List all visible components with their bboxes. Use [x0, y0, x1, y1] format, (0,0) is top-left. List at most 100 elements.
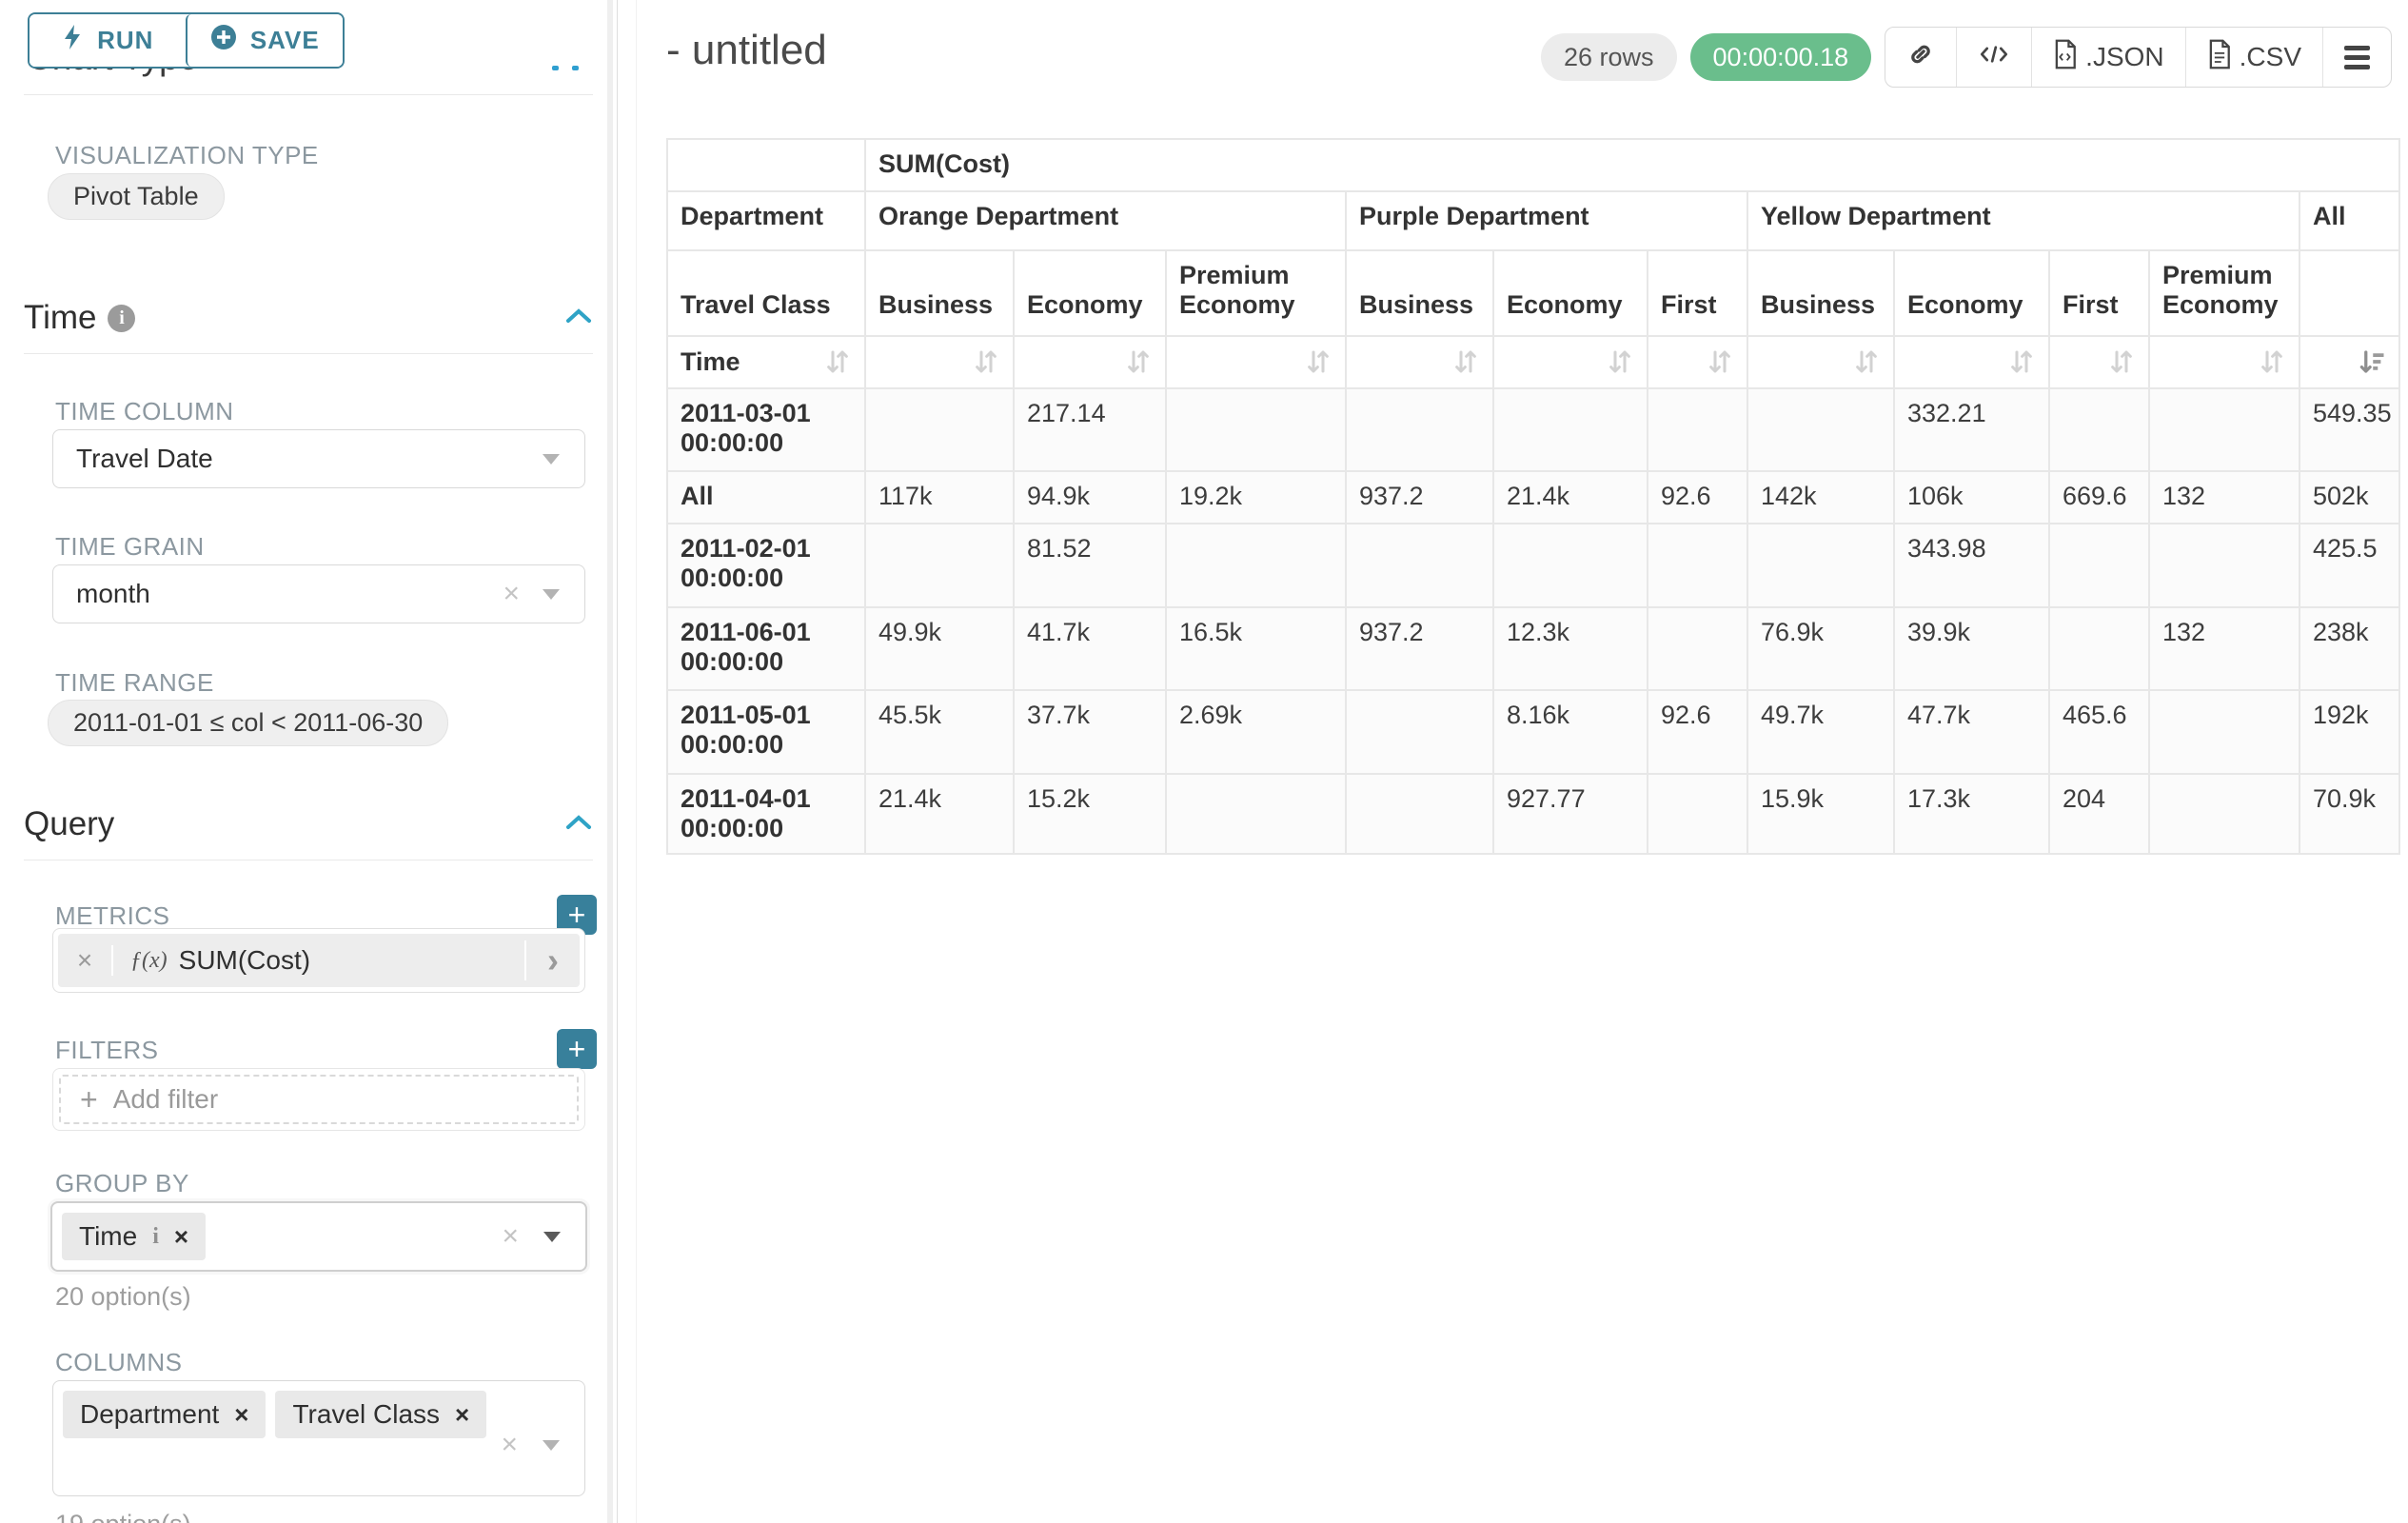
divider	[24, 94, 593, 95]
pivot-cell: 47.7k	[1894, 690, 2049, 774]
sort-icon[interactable]	[823, 347, 852, 376]
columns-label: COLUMNS	[55, 1348, 183, 1377]
time-grain-select[interactable]: month ×	[52, 564, 585, 623]
pivot-cell: 81.52	[1014, 524, 1166, 607]
columns-chip-department[interactable]: Department ×	[63, 1391, 266, 1438]
sort-icon[interactable]	[2258, 347, 2286, 376]
export-json-button[interactable]: .JSON	[2031, 28, 2184, 87]
pivot-sort-header[interactable]	[865, 336, 1014, 388]
pivot-cell	[2149, 774, 2299, 854]
pivot-sort-header[interactable]	[1493, 336, 1648, 388]
pivot-sort-header[interactable]	[1648, 336, 1747, 388]
sort-icon[interactable]	[972, 347, 1000, 376]
pivot-cell: 8.16k	[1493, 690, 1648, 774]
add-filter-plus-button[interactable]: +	[557, 1029, 597, 1069]
metrics-label: METRICS	[55, 901, 170, 931]
pivot-cell: 49.9k	[865, 607, 1014, 690]
sort-desc-active-icon[interactable]	[2358, 347, 2386, 376]
pivot-cell: 465.6	[2049, 690, 2149, 774]
pivot-cell	[1346, 690, 1493, 774]
chevron-up-icon[interactable]	[564, 813, 593, 837]
time-range-pill[interactable]: 2011-01-01 ≤ col < 2011-06-30	[48, 700, 448, 746]
menu-icon	[2344, 46, 2370, 69]
pivot-cell: 45.5k	[865, 690, 1014, 774]
time-column-select[interactable]: Travel Date	[52, 429, 585, 488]
pivot-sort-header[interactable]	[1166, 336, 1346, 388]
copy-link-button[interactable]	[1885, 28, 1956, 87]
run-button[interactable]: RUN	[30, 14, 186, 67]
sort-icon[interactable]	[2107, 347, 2136, 376]
pivot-sort-header[interactable]	[2149, 336, 2299, 388]
metric-chip[interactable]: × ƒ(x) SUM(Cost) ›	[58, 934, 580, 987]
view-query-button[interactable]	[1956, 28, 2031, 87]
query-section-title: Query	[24, 805, 114, 843]
pivot-cell: 21.4k	[865, 774, 1014, 854]
visualization-type-pill[interactable]: Pivot Table	[48, 173, 225, 220]
sort-icon[interactable]	[1304, 347, 1332, 376]
time-column-value: Travel Date	[76, 444, 213, 474]
sort-icon[interactable]	[1852, 347, 1881, 376]
pivot-cell	[1747, 524, 1894, 607]
chip-label: Department	[80, 1399, 219, 1430]
pivot-sort-header[interactable]	[1894, 336, 2049, 388]
pivot-sort-header[interactable]	[1014, 336, 1166, 388]
clear-icon[interactable]: ×	[503, 580, 520, 608]
pivot-cell	[1346, 524, 1493, 607]
pivot-row-label: 2011-03-01 00:00:00	[667, 388, 865, 471]
info-icon: i	[152, 1224, 159, 1250]
plus-icon: +	[80, 1082, 98, 1118]
group-by-chip-time[interactable]: Time i ×	[62, 1213, 206, 1260]
sort-icon[interactable]	[2007, 347, 2036, 376]
pivot-cell	[865, 524, 1014, 607]
pivot-sort-header[interactable]	[1346, 336, 1493, 388]
pivot-cell: 106k	[1894, 471, 2049, 524]
pivot-cell: 117k	[865, 471, 1014, 524]
pivot-column-header: Business	[865, 250, 1014, 336]
remove-chip-icon[interactable]: ×	[234, 1400, 248, 1430]
pivot-cell	[1493, 524, 1648, 607]
pivot-cell	[2049, 388, 2149, 471]
chevron-up-icon[interactable]	[564, 307, 593, 330]
columns-chip-travel-class[interactable]: Travel Class ×	[275, 1391, 486, 1438]
clear-icon[interactable]: ×	[502, 1222, 519, 1251]
pivot-column-group-header: Purple Department	[1346, 191, 1747, 250]
pivot-cell: 238k	[2299, 607, 2399, 690]
pivot-cell: 937.2	[1346, 471, 1493, 524]
pivot-cell: 12.3k	[1493, 607, 1648, 690]
pivot-cell: 49.7k	[1747, 690, 1894, 774]
function-icon: ƒ(x)	[130, 948, 168, 974]
pivot-sort-header[interactable]: Time	[667, 336, 865, 388]
pivot-row-label: 2011-05-01 00:00:00	[667, 690, 865, 774]
bolt-icon	[61, 24, 84, 57]
pivot-sort-header[interactable]	[2299, 336, 2399, 388]
pivot-sort-header[interactable]	[1747, 336, 1894, 388]
sort-icon[interactable]	[1124, 347, 1153, 376]
pivot-cell	[2049, 607, 2149, 690]
sort-icon[interactable]	[1451, 347, 1480, 376]
query-section-header: Query	[24, 805, 593, 843]
pivot-cell	[1346, 774, 1493, 854]
sidebar-scrollbar[interactable]	[607, 0, 613, 1523]
pivot-cell: 92.6	[1648, 690, 1747, 774]
pivot-column-header: Economy	[1894, 250, 2049, 336]
chart-title[interactable]: - untitled	[666, 27, 827, 74]
clear-icon[interactable]: ×	[501, 1431, 518, 1459]
add-filter-label: Add filter	[113, 1084, 219, 1115]
remove-metric-icon[interactable]: ×	[58, 945, 113, 976]
caret-down-icon	[543, 1440, 560, 1451]
columns-select[interactable]: Department × Travel Class × ×	[52, 1380, 585, 1496]
sort-icon[interactable]	[1706, 347, 1734, 376]
group-by-select[interactable]: Time i × ×	[50, 1201, 587, 1272]
remove-chip-icon[interactable]: ×	[174, 1222, 188, 1252]
sort-icon[interactable]	[1606, 347, 1634, 376]
remove-chip-icon[interactable]: ×	[455, 1400, 469, 1430]
pivot-cell	[2049, 524, 2149, 607]
pivot-row-label: 2011-06-01 00:00:00	[667, 607, 865, 690]
chevron-right-icon[interactable]: ›	[524, 940, 580, 980]
menu-button[interactable]	[2322, 28, 2391, 87]
add-filter-button[interactable]: + Add filter	[59, 1075, 579, 1124]
save-button[interactable]: SAVE	[186, 14, 344, 67]
time-grain-label: TIME GRAIN	[55, 532, 205, 562]
pivot-sort-header[interactable]	[2049, 336, 2149, 388]
export-csv-button[interactable]: .CSV	[2185, 28, 2322, 87]
